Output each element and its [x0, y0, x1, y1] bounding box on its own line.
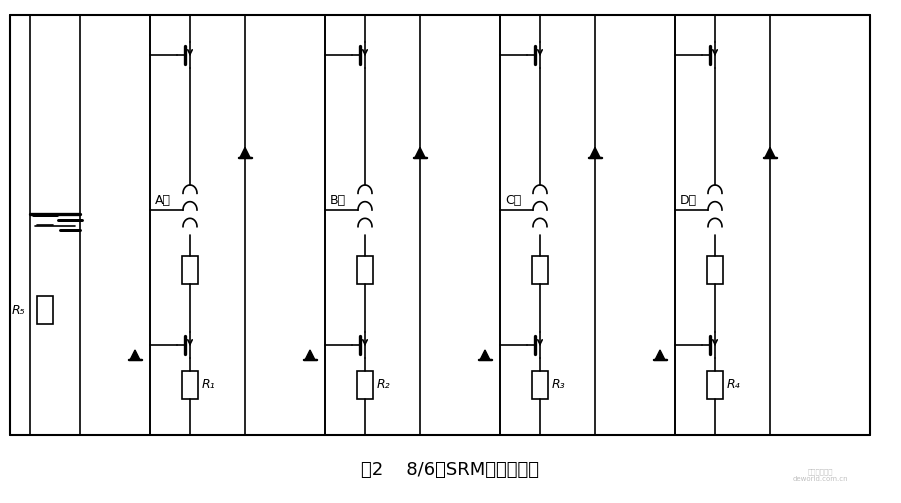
Polygon shape [765, 147, 775, 157]
Bar [357, 256, 373, 284]
Bar [182, 371, 198, 399]
Bar [182, 256, 198, 284]
Polygon shape [305, 350, 315, 360]
Text: D相: D相 [680, 194, 697, 207]
Polygon shape [655, 350, 665, 360]
Polygon shape [240, 147, 250, 157]
Text: R₁: R₁ [202, 378, 215, 391]
Text: A相: A相 [155, 194, 171, 207]
Text: R₂: R₂ [377, 378, 391, 391]
Text: C相: C相 [505, 194, 522, 207]
Text: B相: B相 [330, 194, 346, 207]
Bar [37, 296, 53, 324]
Text: 电子工程世界
deworld.com.cn: 电子工程世界 deworld.com.cn [792, 468, 848, 482]
Bar [532, 256, 548, 284]
Polygon shape [590, 147, 600, 157]
Polygon shape [415, 147, 425, 157]
Polygon shape [480, 350, 490, 360]
Text: R₄: R₄ [727, 378, 741, 391]
Text: R₅: R₅ [12, 303, 25, 316]
Bar [707, 371, 723, 399]
Bar [357, 371, 373, 399]
Text: R₃: R₃ [552, 378, 566, 391]
Polygon shape [130, 350, 140, 360]
Text: 图2    8/6极SRM电路结构图: 图2 8/6极SRM电路结构图 [361, 461, 539, 479]
Bar [707, 256, 723, 284]
Bar [532, 371, 548, 399]
